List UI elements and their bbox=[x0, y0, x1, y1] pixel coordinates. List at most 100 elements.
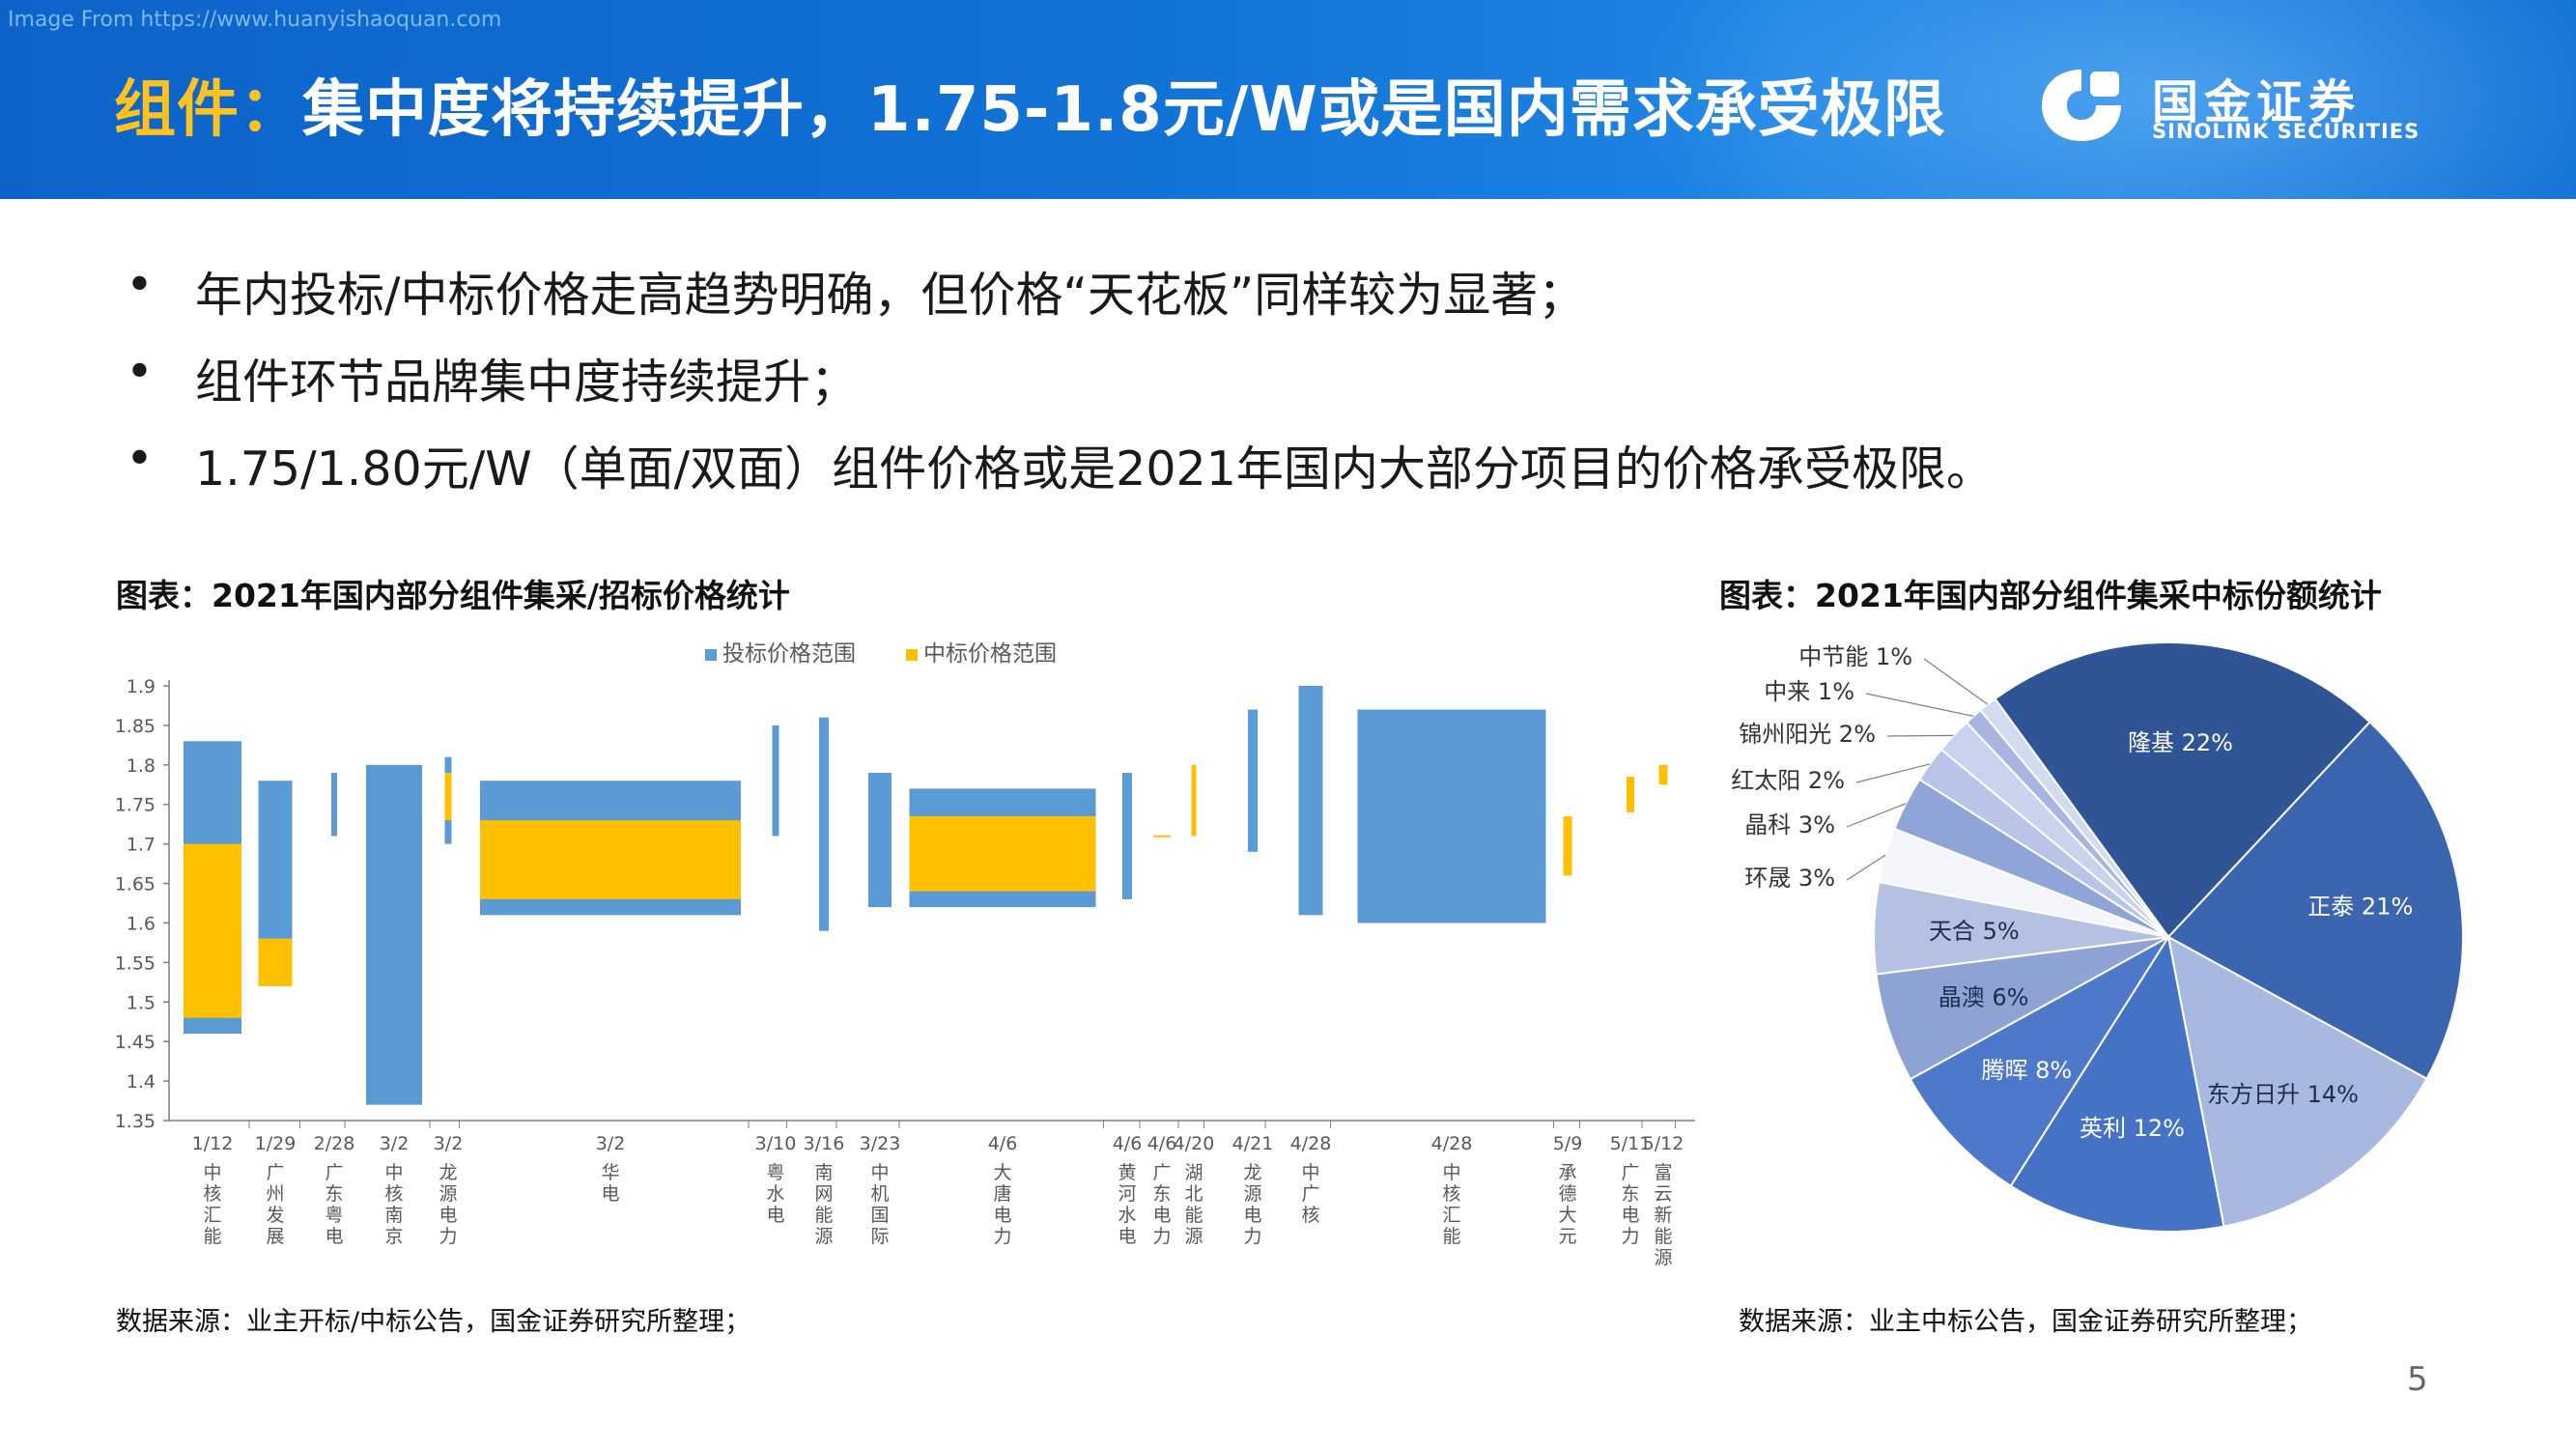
bid-range-bar bbox=[1298, 686, 1323, 916]
y-tick-label: 1.35 bbox=[115, 1111, 156, 1132]
x-date-label: 4/28 bbox=[1290, 1133, 1332, 1154]
pie-slice-label: 隆基 22% bbox=[2128, 729, 2233, 756]
pie-slice bbox=[1909, 936, 2169, 1188]
pie-leader-line bbox=[1846, 854, 1886, 881]
right-chart-source: 数据来源：业主中标公告，国金证券研究所整理； bbox=[1739, 1307, 2312, 1337]
page-number: 5 bbox=[2407, 1360, 2428, 1399]
x-date-label: 5/12 bbox=[1643, 1133, 1684, 1154]
legend-win-swatch bbox=[906, 649, 918, 661]
win-range-bar bbox=[1658, 764, 1668, 785]
y-tick-label: 1.7 bbox=[127, 835, 156, 856]
bid-range-bar bbox=[331, 773, 337, 837]
y-tick-label: 1.55 bbox=[115, 952, 156, 974]
x-date-label: 4/20 bbox=[1174, 1133, 1215, 1154]
x-date-label: 4/6 bbox=[1147, 1133, 1177, 1154]
right-chart-caption: 图表：2021年国内部分组件集采中标份额统计 bbox=[1719, 577, 2382, 614]
win-range-bar bbox=[444, 773, 452, 821]
logo-mark-icon bbox=[2042, 70, 2121, 141]
x-name-label: 广东粤电 bbox=[325, 1162, 343, 1247]
bullet-text: 年内投标/中标价格走高趋势明确，但价格“天花板”同样较为显著； bbox=[195, 268, 1586, 323]
y-tick-label: 1.9 bbox=[127, 676, 156, 697]
x-name-label: 龙源电力 bbox=[439, 1162, 457, 1247]
header-banner: Image From https://www.huanyishaoquan.co… bbox=[0, 0, 2576, 199]
bullet-text: 1.75/1.80元/W（单面/双面）组件价格或是2021年国内大部分项目的价格… bbox=[195, 441, 1994, 497]
x-name-label: 黄河水电 bbox=[1118, 1162, 1136, 1247]
bid-range-bar bbox=[366, 764, 422, 1105]
pie-slice-label: 环晟 3% bbox=[1744, 865, 1835, 892]
bullet-dot: • bbox=[126, 344, 154, 399]
x-date-label: 5/11 bbox=[1610, 1133, 1652, 1154]
left-chart-source: 数据来源：业主开标/中标公告，国金证券研究所整理； bbox=[116, 1307, 751, 1337]
win-range-bar bbox=[1191, 764, 1197, 837]
pie-leader-line bbox=[1886, 734, 1954, 737]
x-name-label: 承德大元 bbox=[1558, 1162, 1576, 1247]
y-tick-label: 1.4 bbox=[127, 1071, 156, 1093]
x-date-label: 4/21 bbox=[1232, 1133, 1274, 1154]
x-date-label: 4/6 bbox=[988, 1133, 1018, 1154]
page-title: 组件：集中度将持续提升，1.75-1.8元/W或是国内需求承受极限 bbox=[114, 60, 1946, 149]
pie-leader-line bbox=[1865, 693, 1974, 717]
x-name-label: 中核汇能 bbox=[203, 1162, 221, 1247]
x-date-label: 3/10 bbox=[755, 1133, 797, 1154]
win-range-bar bbox=[1563, 816, 1572, 876]
y-tick-label: 1.45 bbox=[115, 1032, 156, 1053]
y-tick-label: 1.65 bbox=[115, 874, 156, 895]
pie-slice-label: 红太阳 2% bbox=[1731, 767, 1845, 794]
header-glow bbox=[1629, 0, 2576, 199]
win-range-bar bbox=[480, 820, 741, 899]
bullet-item: • 组件环节品牌集中度持续提升； bbox=[126, 344, 1994, 431]
company-logo: 国金证券 SINOLINK SECURITIES bbox=[2038, 62, 2463, 149]
y-tick-label: 1.75 bbox=[115, 795, 156, 816]
left-chart-caption: 图表：2021年国内部分组件集采/招标价格统计 bbox=[116, 577, 790, 614]
pie-slice-label: 天合 5% bbox=[1929, 918, 2020, 945]
x-date-label: 1/12 bbox=[192, 1133, 234, 1154]
pie-slice-label: 中节能 1% bbox=[1798, 643, 1912, 670]
x-name-label: 湖北能源 bbox=[1184, 1162, 1203, 1247]
legend-bid-label: 投标价格范围 bbox=[722, 641, 856, 667]
x-name-label: 华电 bbox=[601, 1162, 619, 1205]
pie-leader-line bbox=[1846, 803, 1907, 828]
pie-slice bbox=[2166, 935, 2428, 1228]
x-name-label: 中核汇能 bbox=[1442, 1162, 1460, 1247]
x-date-label: 5/9 bbox=[1553, 1133, 1583, 1154]
x-name-label: 广东电力 bbox=[1152, 1162, 1171, 1247]
logo-en-text: SINOLINK SECURITIES bbox=[2152, 120, 2420, 143]
x-name-label: 粤水电 bbox=[766, 1162, 784, 1226]
bid-range-bar bbox=[1248, 709, 1258, 852]
win-range-bar bbox=[1153, 835, 1171, 838]
pie-leader-line bbox=[1855, 763, 1931, 783]
x-date-label: 3/23 bbox=[860, 1133, 901, 1154]
x-name-label: 中广核 bbox=[1301, 1162, 1319, 1226]
x-name-label: 广州发展 bbox=[266, 1162, 284, 1247]
pie-slice-label: 晶澳 6% bbox=[1939, 983, 2029, 1010]
pie-slice-label: 中来 1% bbox=[1764, 678, 1854, 705]
x-date-label: 4/6 bbox=[1113, 1133, 1143, 1154]
watermark: Image From https://www.huanyishaoquan.co… bbox=[8, 8, 502, 32]
x-name-label: 龙源电力 bbox=[1243, 1162, 1261, 1247]
y-tick-label: 1.8 bbox=[127, 755, 156, 777]
pie-slice bbox=[2009, 934, 2225, 1233]
pie-leader-line bbox=[1923, 658, 1989, 705]
bid-range-bar bbox=[819, 717, 829, 931]
pie-slice-label: 锦州阳光 2% bbox=[1739, 721, 1876, 748]
win-range-bar bbox=[1627, 777, 1634, 812]
x-name-label: 中核南京 bbox=[384, 1162, 403, 1247]
bid-range-bar bbox=[258, 781, 293, 939]
bullet-item: • 1.75/1.80元/W（单面/双面）组件价格或是2021年国内大部分项目的价… bbox=[126, 431, 1994, 518]
x-name-label: 南网能源 bbox=[814, 1162, 833, 1247]
bid-range-bar bbox=[1122, 773, 1132, 899]
bid-range-bar bbox=[1357, 709, 1546, 923]
win-range-bar bbox=[909, 816, 1096, 892]
logo-cn-text: 国金证券 bbox=[2152, 75, 2362, 129]
x-name-label: 富云新能源 bbox=[1654, 1162, 1672, 1268]
pie-slice-label: 晶科 3% bbox=[1744, 811, 1835, 838]
title-highlight: 组件： bbox=[114, 74, 302, 146]
pie-slice bbox=[1978, 697, 2169, 938]
legend-win-label: 中标价格范围 bbox=[923, 641, 1057, 667]
pie-slice-label: 东方日升 14% bbox=[2207, 1081, 2359, 1108]
x-name-label: 大唐电力 bbox=[993, 1162, 1011, 1247]
x-date-label: 3/2 bbox=[434, 1133, 464, 1154]
x-date-label: 3/2 bbox=[380, 1133, 410, 1154]
x-date-label: 2/28 bbox=[314, 1133, 355, 1154]
bid-range-bar bbox=[772, 724, 779, 837]
